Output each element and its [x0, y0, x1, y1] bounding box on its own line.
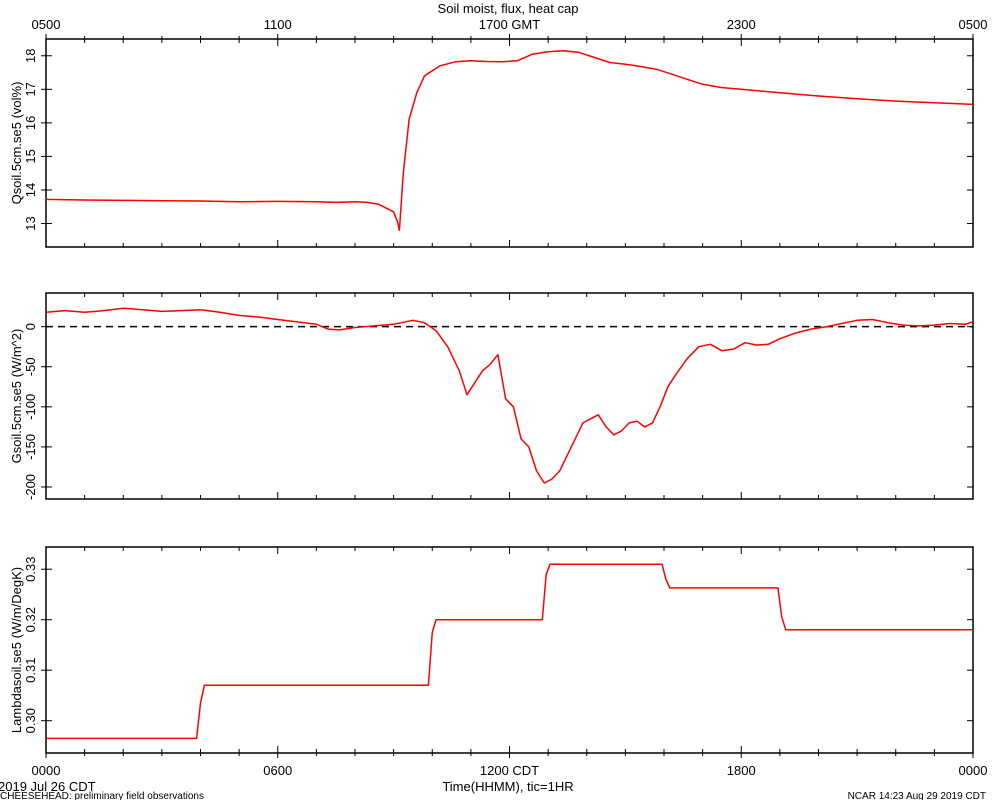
- y-tick-label: 14: [23, 183, 38, 197]
- bottom-tick-label: 0000: [959, 763, 988, 778]
- y-tick-label: 16: [23, 116, 38, 130]
- footer-credit: NCAR 14:23 Aug 29 2019 CDT: [848, 791, 986, 800]
- y-tick-label: 0.33: [23, 557, 38, 582]
- panel-frame: [45, 292, 974, 500]
- panel-frame: [45, 546, 974, 754]
- y-tick-label: -200: [23, 474, 38, 500]
- panel-1: 13 14 15 16 17 18 Qsoil.5cm.se5 (vol%): [9, 34, 974, 248]
- panels: 13 14 15 16 17 18 Qsoil.5cm.se5 (vol%) -200 -150…: [9, 34, 974, 758]
- y-tick-label: -150: [23, 434, 38, 460]
- y-tick-label: -100: [23, 394, 38, 420]
- y-axis-label: Qsoil.5cm.se5 (vol%): [9, 82, 24, 205]
- x-axis-label: Time(HHMM), tic=1HR: [442, 779, 573, 794]
- series-line: [45, 49, 974, 231]
- y-tick-label: 0.30: [23, 708, 38, 733]
- bottom-tick-label: 0000: [32, 763, 61, 778]
- bottom-axis-tick-labels: 0000 0600 1200 CDT 1800 0000: [32, 763, 988, 778]
- top-axis-tick-labels: 0500 1100 1700 GMT 2300 0500: [32, 17, 988, 32]
- y-axis-label: Lambdasoil.se5 (W/m/DegK): [9, 567, 24, 733]
- y-tick-label: 0.32: [23, 607, 38, 632]
- y-tick-label: 18: [23, 49, 38, 63]
- top-tick-label: 0500: [32, 17, 61, 32]
- top-tick-label: 0500: [959, 17, 988, 32]
- bottom-tick-label: 0600: [263, 763, 292, 778]
- series-line: [45, 307, 974, 484]
- footer-date: 2019 Jul 26 CDT: [0, 779, 96, 794]
- y-tick-label: -50: [23, 357, 38, 376]
- top-tick-label: 1100: [264, 17, 292, 32]
- chart-title: Soil moist, flux, heat cap: [438, 1, 579, 16]
- y-tick-label: 0: [23, 323, 38, 330]
- series-line: [46, 563, 973, 740]
- bottom-tick-label: 1800: [727, 763, 756, 778]
- y-tick-label: 13: [23, 216, 38, 230]
- top-tick-label: 2300: [727, 17, 756, 32]
- footer-project: CHEESEHEAD: preliminary field observatio…: [0, 791, 204, 800]
- top-tick-label: 1700 GMT: [479, 17, 540, 32]
- y-axis-label: Gsoil.5cm.se5 (W/m^2): [9, 329, 24, 464]
- y-tick-label: 17: [23, 82, 38, 96]
- y-tick-label: 0.31: [23, 658, 38, 683]
- y-tick-label: 15: [23, 149, 38, 163]
- panel-frame: [45, 38, 974, 248]
- bottom-tick-label: 1200 CDT: [480, 763, 539, 778]
